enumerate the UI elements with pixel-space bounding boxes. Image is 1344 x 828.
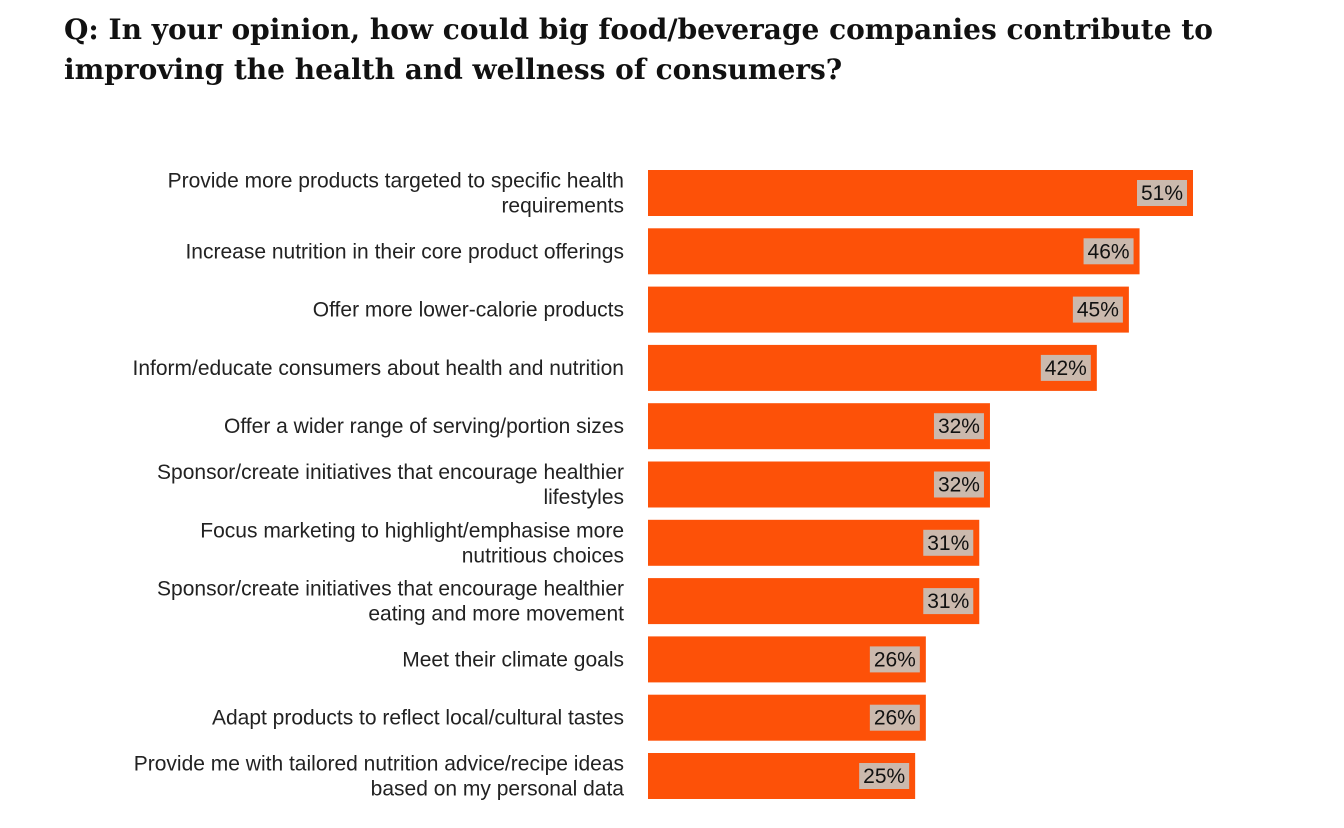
category-label-line: Offer a wider range of serving/portion s…	[224, 415, 624, 438]
category-label-3: Offer more lower-calorie products	[313, 299, 624, 322]
category-label-7: Focus marketing to highlight/emphasise m…	[200, 519, 624, 567]
category-label-10: Adapt products to reflect local/cultural…	[212, 707, 624, 730]
category-label-2: Increase nutrition in their core product…	[185, 240, 624, 263]
value-label-6: 32%	[938, 474, 980, 497]
chart-title: Q: In your opinion, how could big food/b…	[64, 13, 1213, 86]
category-label-line: Meet their climate goals	[402, 648, 624, 671]
category-label-9: Meet their climate goals	[402, 648, 624, 671]
bar-6	[648, 461, 990, 508]
category-label-line: Provide me with tailored nutrition advic…	[134, 753, 624, 776]
bar-5	[648, 403, 990, 450]
category-label-4: Inform/educate consumers about health an…	[133, 357, 624, 380]
value-label-10: 26%	[874, 707, 916, 730]
category-label-line: Provide more products targeted to specif…	[168, 170, 624, 193]
category-label-line: eating and more movement	[368, 603, 624, 626]
category-label-11: Provide me with tailored nutrition advic…	[134, 753, 625, 801]
category-label-line: lifestyles	[543, 486, 624, 509]
category-label-line: Sponsor/create initiatives that encourag…	[157, 578, 624, 601]
value-label-bg-5	[933, 413, 984, 440]
value-label-3: 45%	[1077, 299, 1119, 322]
category-label-line: Sponsor/create initiatives that encourag…	[157, 461, 624, 484]
category-label-6: Sponsor/create initiatives that encourag…	[157, 461, 624, 509]
bar-4	[648, 344, 1097, 391]
value-label-bg-2	[1083, 238, 1134, 265]
category-label-line: requirements	[501, 195, 624, 218]
category-label-line: Focus marketing to highlight/emphasise m…	[200, 519, 624, 542]
value-label-11: 25%	[863, 765, 905, 788]
value-label-bg-8	[923, 588, 974, 615]
category-label-8: Sponsor/create initiatives that encourag…	[157, 578, 624, 626]
value-label-bg-7	[923, 529, 974, 556]
bar-3	[648, 286, 1129, 333]
value-label-bg-1	[1137, 180, 1187, 206]
category-label-5: Offer a wider range of serving/portion s…	[224, 415, 624, 438]
bar-1	[648, 170, 1193, 216]
category-label-line: Offer more lower-calorie products	[313, 299, 624, 322]
value-label-bg-9	[869, 646, 920, 673]
value-label-bg-3	[1072, 296, 1123, 323]
category-label-line: based on my personal data	[371, 778, 625, 801]
category-label-line: nutritious choices	[462, 544, 624, 567]
category-label-line: Inform/educate consumers about health an…	[133, 357, 624, 380]
value-label-1: 51%	[1141, 182, 1183, 205]
category-label-line: Adapt products to reflect local/cultural…	[212, 707, 624, 730]
value-label-7: 31%	[927, 532, 969, 555]
value-label-9: 26%	[874, 648, 916, 671]
value-label-bg-10	[869, 704, 920, 731]
value-label-5: 32%	[938, 415, 980, 438]
category-label-1: Provide more products targeted to specif…	[168, 170, 624, 218]
value-label-4: 42%	[1045, 357, 1087, 380]
value-label-bg-4	[1040, 354, 1091, 381]
value-label-bg-11	[859, 763, 910, 789]
value-label-bg-6	[933, 471, 984, 498]
bar-2	[648, 228, 1140, 275]
value-label-8: 31%	[927, 590, 969, 613]
category-label-line: Increase nutrition in their core product…	[185, 240, 624, 263]
value-label-2: 46%	[1088, 240, 1130, 263]
